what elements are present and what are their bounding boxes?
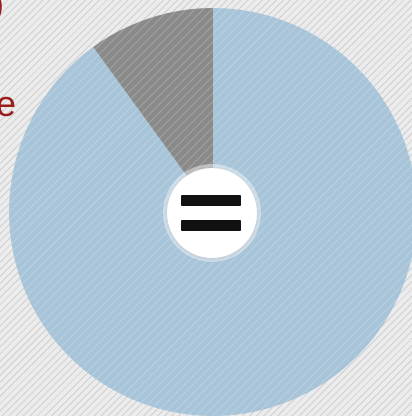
menu-icon — [181, 195, 241, 206]
menu-button[interactable] — [167, 168, 257, 258]
menu-icon-bar — [181, 220, 241, 231]
